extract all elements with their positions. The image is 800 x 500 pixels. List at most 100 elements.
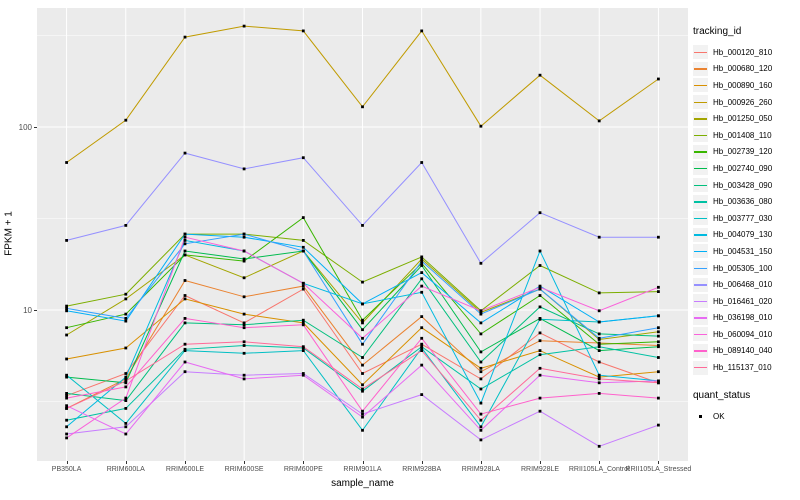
data-point xyxy=(65,396,68,400)
data-point xyxy=(242,323,246,327)
data-point xyxy=(538,294,542,297)
data-point xyxy=(657,290,660,293)
legend-key-swatch xyxy=(693,244,708,259)
data-point xyxy=(538,73,542,77)
legend-item-label: Hb_005305_100 xyxy=(713,263,773,273)
data-point xyxy=(361,412,364,416)
legend-key-line xyxy=(694,267,707,269)
data-point xyxy=(65,394,68,398)
data-point xyxy=(361,318,364,322)
data-point xyxy=(657,345,660,349)
data-point xyxy=(301,373,305,377)
data-point xyxy=(597,119,601,123)
data-point xyxy=(479,387,483,391)
legend-key-line xyxy=(694,134,707,137)
data-point xyxy=(65,425,68,429)
legend-item: Hb_089140_040 xyxy=(693,343,799,360)
data-point xyxy=(124,381,128,385)
data-point xyxy=(124,372,128,375)
data-point xyxy=(124,422,128,425)
legend-key-swatch xyxy=(693,211,708,226)
data-point xyxy=(65,309,68,313)
data-point xyxy=(538,409,542,413)
legend-key-swatch xyxy=(693,178,708,193)
data-point xyxy=(479,312,483,316)
data-point xyxy=(124,312,128,316)
data-point xyxy=(361,328,364,332)
data-point xyxy=(65,375,68,379)
x-tick-label: RRII105LA_Control xyxy=(568,466,630,473)
legend-key-swatch xyxy=(693,95,708,110)
legend-key-line xyxy=(694,151,707,153)
data-point xyxy=(242,344,246,347)
legend-key-line xyxy=(694,217,707,220)
legend-item: Hb_003777_030 xyxy=(693,210,799,227)
legend-item: Hb_003428_090 xyxy=(693,177,799,194)
legend-title-quant-status: quant_status xyxy=(693,389,751,401)
data-point xyxy=(242,351,246,355)
data-point xyxy=(538,264,542,267)
data-point xyxy=(301,372,305,375)
legend: tracking_id Hb_000120_810 Hb_000680_120 Hb… xyxy=(693,26,799,424)
y-tick-label: 100 xyxy=(18,122,32,132)
legend-key-line xyxy=(694,201,707,203)
data-point xyxy=(183,294,187,297)
data-point xyxy=(479,311,483,314)
data-point xyxy=(420,259,424,263)
data-point xyxy=(124,385,128,389)
data-point xyxy=(361,389,364,393)
data-point xyxy=(301,239,305,242)
x-tick-mark xyxy=(66,461,68,464)
data-point xyxy=(538,211,542,215)
data-point xyxy=(479,124,483,128)
data-point xyxy=(301,245,305,249)
data-point xyxy=(597,345,601,349)
data-point xyxy=(420,326,424,330)
x-tick-mark xyxy=(125,461,127,464)
data-point xyxy=(420,255,424,259)
data-point xyxy=(479,366,483,370)
data-point xyxy=(242,232,246,236)
x-tick-label: RRIM600LA xyxy=(106,466,145,473)
data-point xyxy=(242,373,246,377)
legend-item: Hb_000120_810 xyxy=(693,44,799,61)
data-point xyxy=(301,249,305,253)
data-point xyxy=(597,377,601,381)
legend-item-label: Hb_115137_010 xyxy=(713,363,772,373)
legend-key-line xyxy=(694,333,707,336)
data-point xyxy=(657,285,660,289)
data-point xyxy=(65,407,68,410)
data-point xyxy=(361,280,364,284)
x-axis-title: sample_name xyxy=(331,478,394,489)
black-square-point-icon xyxy=(699,414,702,418)
data-point xyxy=(124,118,128,122)
data-point xyxy=(538,353,542,357)
legend-item: Hb_003636_080 xyxy=(693,193,799,210)
legend-item-label: OK xyxy=(713,411,725,421)
data-point xyxy=(183,35,187,39)
data-point xyxy=(657,326,660,330)
data-point xyxy=(124,319,128,323)
data-point xyxy=(479,401,483,405)
data-point xyxy=(301,29,305,33)
legend-section-quant-status: quant_status OK xyxy=(693,390,799,425)
data-point xyxy=(420,290,424,294)
data-point xyxy=(183,360,187,364)
legend-key-line xyxy=(694,317,707,319)
legend-key-line xyxy=(694,367,707,369)
legend-key-line xyxy=(694,167,707,170)
legend-item: Hb_001250_050 xyxy=(693,110,799,127)
legend-key-swatch xyxy=(693,343,708,358)
data-point xyxy=(124,377,128,381)
legend-key-swatch xyxy=(693,360,708,375)
data-point xyxy=(65,161,68,164)
legend-items-tracking-id: Hb_000120_810 Hb_000680_120 Hb_000890_160 H… xyxy=(693,44,799,376)
legend-item-label: Hb_002739_120 xyxy=(713,147,773,157)
legend-item-label: Hb_001408_110 xyxy=(713,130,772,140)
data-point xyxy=(65,373,68,377)
data-point xyxy=(479,428,483,432)
legend-item: Hb_001408_110 xyxy=(693,127,799,144)
data-point xyxy=(65,333,68,337)
legend-key-swatch xyxy=(693,78,708,93)
x-tick-label: RRIM600LE xyxy=(165,466,205,473)
